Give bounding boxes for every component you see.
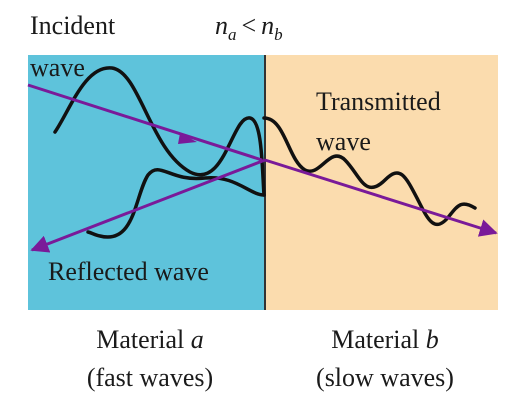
symbol: n: [261, 11, 274, 40]
transmitted-wave: [262, 116, 477, 227]
operator: <: [242, 11, 257, 40]
material-label: Material a: [96, 325, 204, 354]
incident-label: wave: [30, 53, 85, 82]
material-note: (slow waves): [316, 363, 454, 392]
incident-arrowhead: [178, 133, 197, 144]
incident-wave: [53, 66, 266, 197]
subscript: a: [228, 25, 237, 44]
reflected-label: Reflected wave: [48, 257, 209, 286]
incident-ray: [27, 83, 263, 162]
material-symbol: a: [191, 325, 204, 354]
transmitted-label: Transmitted: [316, 87, 441, 116]
transmitted-label: wave: [316, 127, 371, 156]
reflected-wave: [86, 168, 266, 239]
material-symbol: b: [426, 325, 439, 354]
subscript: b: [274, 25, 283, 44]
material-text: Material: [96, 325, 184, 354]
index-relation: na < nb: [215, 11, 283, 44]
transmitted-ray: [264, 158, 498, 237]
reflected-ray: [30, 158, 266, 253]
material-note: (fast waves): [87, 363, 213, 392]
incident-label: Incident: [30, 11, 116, 40]
symbol: n: [215, 11, 228, 40]
material-label: Material b: [331, 325, 439, 354]
material-text: Material: [331, 325, 419, 354]
